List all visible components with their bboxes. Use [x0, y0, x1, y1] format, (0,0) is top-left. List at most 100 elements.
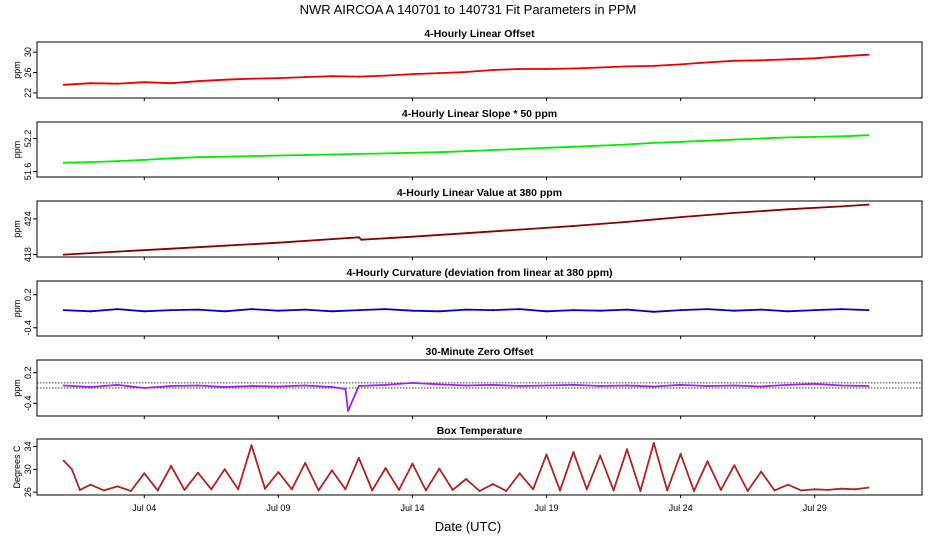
data-point — [331, 75, 333, 78]
data-point — [304, 462, 307, 464]
data-point — [223, 310, 226, 313]
data-point — [786, 383, 789, 386]
data-point — [143, 81, 146, 84]
y-tick-label: 0.2 — [23, 366, 33, 379]
data-point — [411, 151, 414, 154]
data-point — [813, 309, 816, 312]
y-tick-label: 26 — [23, 487, 33, 497]
data-point — [344, 488, 347, 491]
data-point — [840, 384, 843, 387]
data-point — [250, 385, 253, 387]
series-line — [63, 203, 869, 256]
data-point — [491, 149, 494, 151]
data-point — [438, 467, 441, 470]
data-point — [438, 310, 441, 313]
data-point — [518, 228, 521, 231]
data-point — [411, 381, 414, 384]
data-point — [116, 485, 119, 488]
data-point — [626, 448, 628, 451]
data-point — [491, 309, 494, 312]
data-point — [706, 308, 709, 311]
data-point — [116, 383, 119, 386]
y-tick-label: 30 — [23, 47, 33, 57]
data-point — [813, 135, 816, 138]
plot-frame — [36, 200, 923, 258]
y-tick-label: 51.6 — [23, 163, 33, 181]
data-point — [813, 488, 816, 491]
data-point — [89, 161, 92, 164]
x-tick-label: Jul 14 — [400, 503, 424, 513]
y-axis-label: Degrees C — [12, 445, 22, 489]
y-tick-label: 34 — [23, 441, 33, 451]
data-point — [89, 82, 92, 85]
data-point — [129, 490, 132, 492]
data-point — [304, 384, 307, 387]
y-axis-label: ppm — [12, 300, 22, 318]
data-point — [143, 472, 146, 475]
series-line — [63, 134, 869, 164]
data-point — [170, 385, 173, 387]
data-point — [626, 384, 628, 387]
data-point — [626, 308, 628, 311]
data-point — [357, 309, 360, 312]
data-point — [733, 384, 736, 387]
data-point — [317, 489, 320, 492]
data-point — [693, 490, 695, 492]
y-tick-label: 424 — [23, 211, 33, 226]
data-point — [371, 489, 374, 492]
data-point — [559, 489, 561, 492]
data-point — [438, 72, 441, 75]
plot-frame — [36, 438, 923, 496]
data-point — [398, 488, 400, 491]
data-point — [733, 138, 736, 141]
data-point — [867, 53, 870, 56]
y-axis-label: ppm — [12, 141, 22, 159]
panel-title: 4-Hourly Linear Offset — [424, 28, 535, 40]
data-point — [545, 310, 548, 313]
y-tick-label: 30 — [23, 464, 33, 474]
x-axis-ticks: Jul 04 Jul 09 Jul 14 Jul 19 Jul 24 Jul 29 — [132, 503, 826, 513]
x-tick-label: Jul 19 — [535, 503, 559, 513]
data-point — [347, 409, 350, 412]
data-point — [813, 382, 816, 385]
data-point — [331, 310, 333, 313]
data-point — [666, 489, 669, 492]
data-point — [384, 308, 387, 311]
data-point — [411, 462, 414, 465]
data-point — [545, 68, 548, 70]
data-point — [360, 238, 363, 241]
data-point — [599, 309, 602, 312]
panels: 4-Hourly Linear Offsetppm2226304-Hourly … — [12, 28, 923, 498]
data-point — [639, 490, 642, 492]
panel-30-minute-zero-offset: 30-Minute Zero Offset ppm-0.4 0.2 — [12, 346, 923, 419]
data-point — [304, 76, 307, 79]
data-point — [491, 383, 494, 386]
data-point — [491, 483, 494, 486]
data-point — [760, 470, 763, 473]
data-point — [62, 309, 65, 312]
data-point — [277, 154, 280, 157]
data-point — [786, 310, 789, 313]
data-point — [357, 75, 360, 78]
data-point — [357, 456, 360, 459]
data-point — [679, 383, 682, 386]
data-point — [545, 384, 548, 387]
data-point — [679, 309, 682, 312]
data-point — [170, 82, 173, 85]
data-point — [89, 483, 92, 486]
data-point — [786, 208, 789, 211]
data-point — [331, 386, 333, 388]
data-point — [143, 387, 146, 389]
plot-frame — [36, 280, 923, 337]
data-point — [143, 158, 146, 161]
y-tick-label: 22 — [23, 88, 33, 98]
series-line — [63, 53, 869, 86]
data-point — [250, 77, 253, 80]
data-point — [599, 66, 602, 69]
data-point — [143, 310, 146, 313]
y-axis-label: ppm — [12, 379, 22, 397]
data-point — [116, 82, 119, 85]
y-axis-label: ppm — [12, 61, 22, 79]
